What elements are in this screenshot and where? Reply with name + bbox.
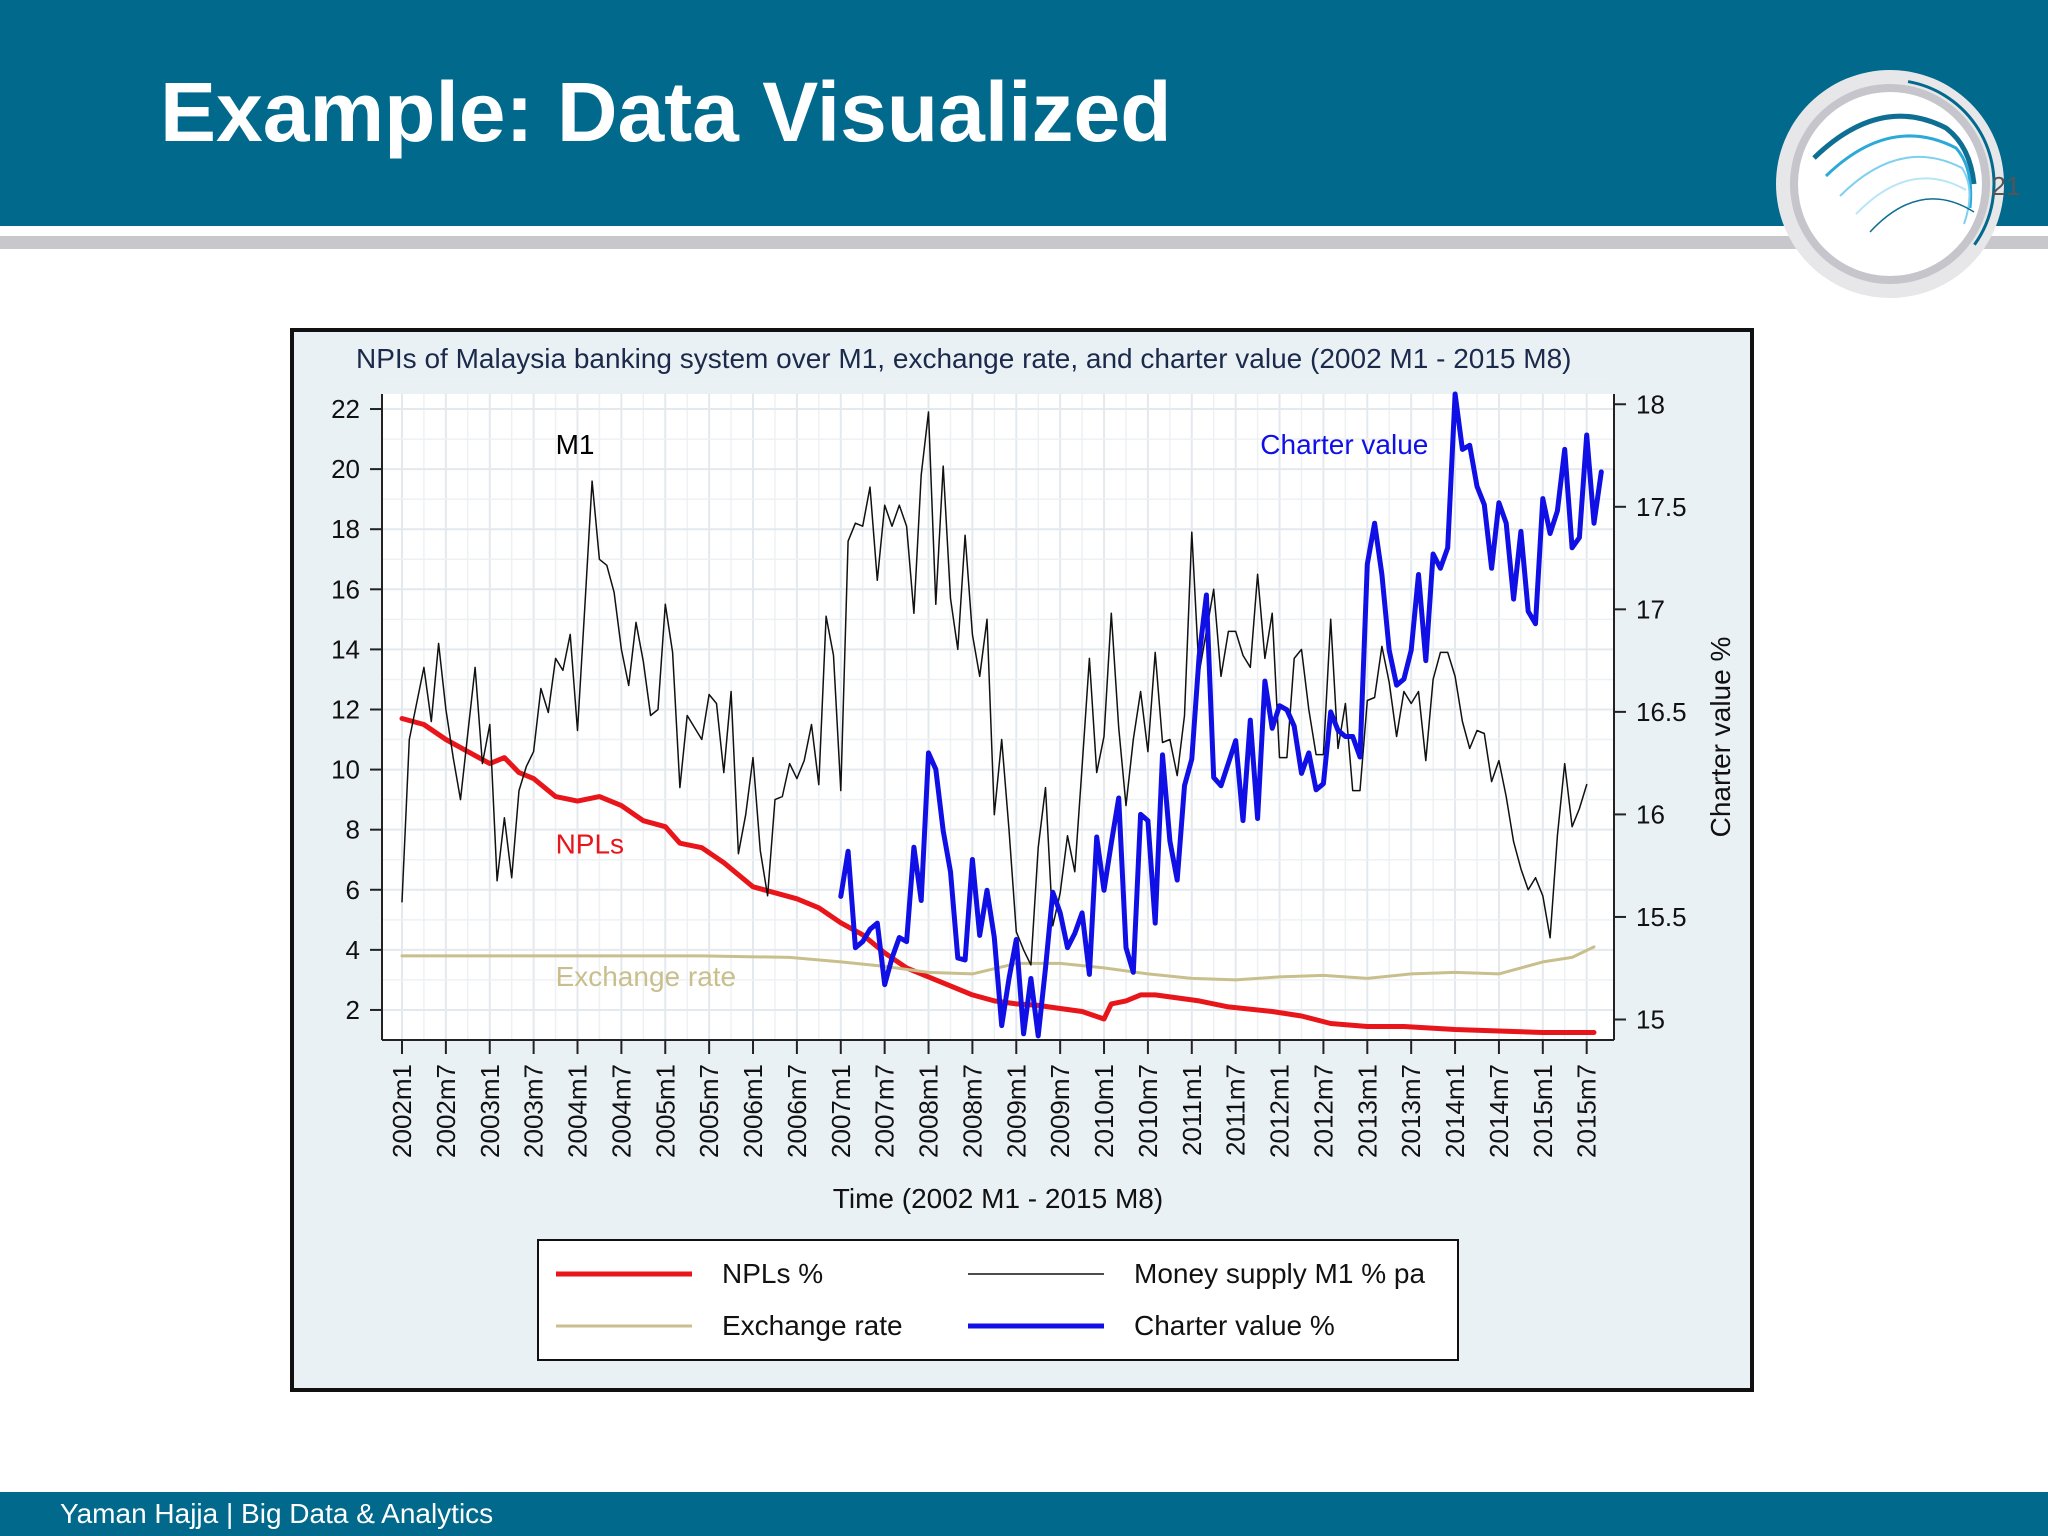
y-tick-label-left: 8: [346, 815, 360, 845]
x-tick-label: 2002m7: [431, 1064, 461, 1158]
legend-label: NPLs %: [722, 1258, 823, 1289]
x-tick-label: 2013m7: [1396, 1064, 1426, 1158]
y-tick-label-left: 10: [331, 755, 360, 785]
y-tick-label-left: 4: [346, 935, 360, 965]
y-tick-label-left: 6: [346, 875, 360, 905]
y-tick-label-left: 20: [331, 454, 360, 484]
y-tick-label-right: 18: [1636, 389, 1665, 419]
y-tick-label-right: 17.5: [1636, 492, 1687, 522]
y-axis-title-right: Charter value %: [1705, 637, 1736, 838]
x-tick-label: 2012m1: [1265, 1064, 1295, 1158]
y-tick-label-left: 12: [331, 694, 360, 724]
y-tick-label-left: 22: [331, 394, 360, 424]
x-tick-label: 2009m1: [1001, 1064, 1031, 1158]
x-tick-label: 2014m7: [1484, 1064, 1514, 1158]
slide-title: Example: Data Visualized: [160, 65, 1172, 159]
series-line-money-supply-m1-pa: [401, 411, 1588, 966]
y-tick-label-right: 16.5: [1636, 697, 1687, 727]
series-line-exchange-rate: [400, 945, 1596, 982]
x-tick-label: 2004m7: [606, 1064, 636, 1158]
x-tick-label: 2009m7: [1045, 1064, 1075, 1158]
annotation-m1: M1: [556, 429, 595, 460]
y-tick-label-right: 15.5: [1636, 902, 1687, 932]
header-underline: [0, 236, 2048, 249]
legend-label: Money supply M1 % pa: [1134, 1258, 1425, 1289]
footer-text: Yaman Hajja | Big Data & Analytics: [60, 1498, 494, 1529]
slide-header: [0, 0, 2048, 226]
x-tick-label: 2015m1: [1528, 1064, 1558, 1158]
y-tick-label-right: 15: [1636, 1004, 1665, 1034]
y-tick-label-left: 14: [331, 634, 360, 664]
x-tick-label: 2010m1: [1089, 1064, 1119, 1158]
x-tick-label: 2002m1: [387, 1064, 417, 1158]
x-tick-label: 2006m7: [782, 1064, 812, 1158]
x-tick-label: 2006m1: [738, 1064, 768, 1158]
x-tick-label: 2003m1: [475, 1064, 505, 1158]
x-axis-title: Time (2002 M1 - 2015 M8): [833, 1183, 1163, 1214]
header-divider: [0, 226, 2048, 236]
legend-label: Exchange rate: [722, 1310, 903, 1341]
x-tick-label: 2003m7: [519, 1064, 549, 1158]
x-tick-label: 2007m7: [870, 1064, 900, 1158]
legend-label: Charter value %: [1134, 1310, 1335, 1341]
x-tick-label: 2013m1: [1352, 1064, 1382, 1158]
x-tick-label: 2015m7: [1572, 1064, 1602, 1158]
x-tick-label: 2014m1: [1440, 1064, 1470, 1158]
x-tick-label: 2005m1: [650, 1064, 680, 1158]
x-tick-label: 2011m1: [1177, 1064, 1207, 1156]
y-tick-label-left: 16: [331, 574, 360, 604]
annotation-npls: NPLs: [556, 829, 624, 860]
y-tick-label-left: 2: [346, 995, 360, 1025]
y-tick-label-left: 18: [331, 514, 360, 544]
x-tick-label: 2005m7: [694, 1064, 724, 1158]
slide-footer: [0, 1492, 2048, 1536]
x-tick-label: 2010m7: [1133, 1064, 1163, 1158]
x-tick-label: 2012m7: [1308, 1064, 1338, 1158]
y-tick-label-right: 17: [1636, 594, 1665, 624]
slide-number: 21: [1991, 171, 2021, 201]
line-chart: 2 4 6 8 10 12 14 16 18 20 22 15 15.5 16 16.5 17 17.5 18 20…: [331, 343, 1736, 1361]
x-tick-label: 2004m1: [563, 1064, 593, 1158]
swirl-logo-icon: [1776, 70, 2004, 298]
chart-title: NPIs of Malaysia banking system over M1,…: [356, 343, 1571, 374]
annotation-exchange-rate: Exchange rate: [556, 961, 737, 992]
y-tick-label-right: 16: [1636, 799, 1665, 829]
x-tick-label: 2007m1: [826, 1064, 856, 1158]
plot-area: [382, 394, 1614, 1040]
x-tick-label: 2011m7: [1221, 1064, 1251, 1156]
annotation-charter-value: Charter value: [1260, 429, 1428, 460]
legend-box: [537, 1239, 1459, 1361]
series-line-charter-value: [838, 391, 1604, 1039]
x-tick-label: 2008m1: [914, 1064, 944, 1158]
x-tick-label: 2008m7: [957, 1064, 987, 1158]
